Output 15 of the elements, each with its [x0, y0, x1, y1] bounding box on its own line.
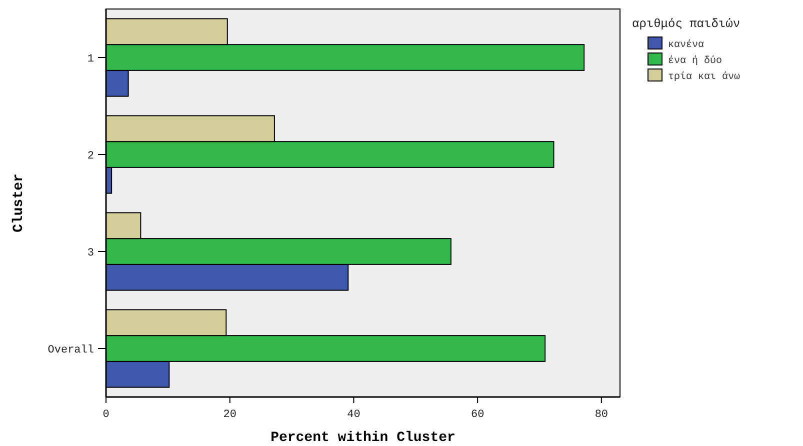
legend-label: ένα ή δύο [668, 55, 722, 67]
y-tick-label: 3 [87, 247, 94, 260]
y-tick-label: 2 [87, 150, 94, 162]
legend-label: τρία και άνω [668, 71, 740, 83]
y-axis-title: Cluster [11, 174, 27, 232]
x-tick-label: 60 [470, 409, 484, 421]
x-tick-label: 80 [594, 409, 608, 421]
legend-label: κανένα [668, 39, 704, 51]
y-tick-label: 1 [87, 53, 94, 66]
x-tick-label: 40 [347, 409, 360, 421]
legend-title: αριθμός παιδιών [632, 17, 740, 31]
x-tick-label: 0 [102, 409, 110, 421]
y-tick-label: Overall [48, 344, 94, 356]
x-axis-title: Percent within Cluster [270, 430, 456, 446]
x-tick-label: 20 [223, 409, 236, 421]
